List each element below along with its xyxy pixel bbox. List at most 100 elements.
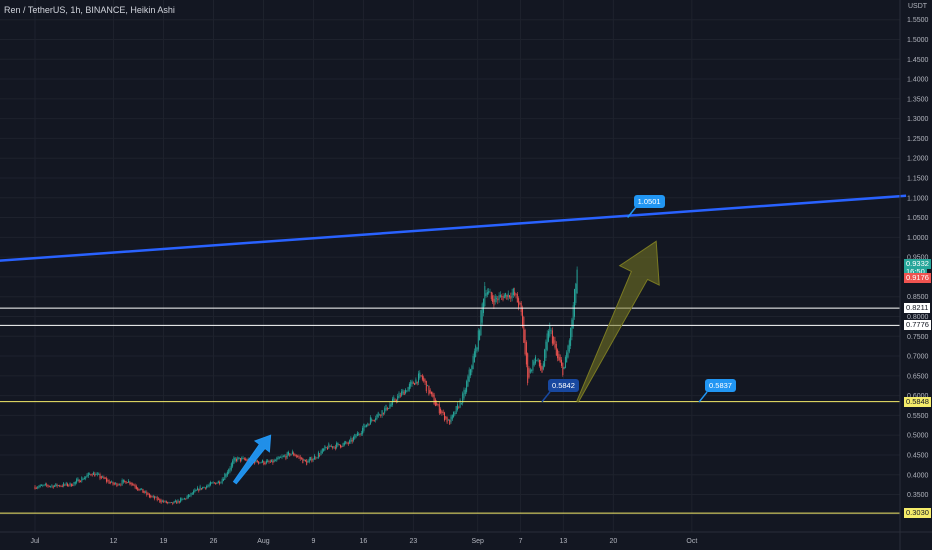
candle-body [507, 293, 509, 298]
candle-body [155, 496, 157, 498]
candle-body [502, 296, 504, 301]
low-support-tag: 0.3030 [904, 508, 931, 519]
candle-body [471, 365, 473, 373]
candle-body [449, 419, 451, 425]
candle-body [171, 502, 172, 503]
candle-body [221, 478, 223, 483]
candle-body [56, 484, 58, 487]
candle-body [216, 482, 218, 484]
candle-body [423, 377, 425, 382]
candle-body [234, 457, 236, 461]
candle-body [503, 295, 505, 299]
candle-body [418, 373, 419, 383]
candle-body [65, 482, 67, 485]
price-tick-label: 0.9500 [907, 255, 929, 262]
candle-body [55, 483, 57, 487]
candle-body [509, 295, 510, 298]
candle-body [86, 474, 88, 478]
candle-body [410, 381, 412, 387]
candle-body [455, 406, 457, 414]
last-price-tag: 0.9332 [904, 258, 931, 269]
candle-body [341, 446, 343, 447]
candle-body [317, 452, 319, 458]
candle-body [499, 294, 501, 298]
candle-body [399, 395, 401, 397]
candle-body [325, 447, 327, 448]
candle-body [408, 383, 410, 390]
candle-body [176, 501, 178, 504]
candle-body [281, 456, 283, 458]
candle-body [541, 366, 543, 373]
candle-body [401, 391, 403, 396]
candle-body [233, 457, 235, 464]
candle-body [263, 461, 265, 465]
candle-body [312, 459, 314, 461]
candle-body [128, 480, 130, 483]
candle-body [527, 353, 529, 383]
candle-body [407, 387, 409, 392]
time-tick-label: 19 [160, 538, 168, 545]
candle-body [327, 447, 328, 450]
price-tick-label: 0.8500 [907, 294, 929, 301]
candle-body [48, 485, 50, 487]
candle-body [372, 419, 374, 421]
candle-body [403, 391, 405, 396]
candle-body [208, 484, 210, 487]
callout-0-5842[interactable]: 0.5842 [547, 378, 579, 392]
candle-body [328, 443, 330, 449]
candle-body [350, 437, 352, 442]
time-axis[interactable]: Jul 12 19 26 Aug 9 16 23 Sep 7 13 20 Oct [0, 531, 932, 545]
candle-body [293, 452, 295, 456]
price-tick-label: 0.6000 [907, 393, 929, 400]
price-tick-label: 0.7000 [907, 354, 929, 361]
candle-body [278, 457, 280, 459]
callout-0-5837[interactable]: 0.5837 [705, 379, 736, 393]
candle-body [87, 472, 89, 477]
candle-body [139, 489, 141, 490]
candle-body [146, 491, 148, 496]
candle-body [518, 298, 520, 308]
candle-body [494, 296, 496, 303]
candle-body [54, 485, 55, 487]
candle-body [256, 460, 258, 463]
candle-body [531, 370, 533, 372]
candle-body [454, 413, 456, 415]
candle-body [512, 288, 514, 296]
candle-body [464, 389, 466, 395]
candle-body [338, 444, 340, 446]
price-tick-label: 1.5000 [907, 37, 929, 44]
candle-body [406, 391, 408, 393]
candle-body [546, 333, 548, 350]
candle-body [219, 482, 221, 484]
candle-body [524, 329, 526, 355]
candle-body [80, 481, 81, 482]
candle-body [520, 302, 522, 312]
candle-body [133, 484, 135, 486]
candle-body [476, 347, 478, 352]
countdown-tag: 16:50 [904, 266, 927, 277]
candle-body [304, 459, 306, 462]
candle-body [60, 485, 62, 487]
candle-body [284, 455, 286, 457]
candle-body [412, 382, 414, 384]
candle-body [330, 446, 332, 447]
candle-body [275, 460, 276, 462]
candle-body [198, 488, 200, 492]
candle-body [160, 500, 162, 503]
price-tick-label: 1.3000 [907, 116, 929, 123]
candle-body [533, 361, 535, 366]
candle-body [37, 487, 39, 489]
candle-body [138, 488, 140, 491]
candle-body [255, 459, 257, 462]
price-tick-label: 1.1500 [907, 175, 929, 182]
candle-body [337, 442, 339, 446]
candle-body [193, 490, 195, 494]
candle-body [434, 399, 436, 406]
candle-body [187, 494, 189, 498]
candle-body [264, 462, 266, 465]
candle-body [72, 485, 74, 487]
candle-body [129, 481, 131, 485]
candle-body [265, 460, 267, 464]
callout-1-0501[interactable]: 1.0501 [633, 194, 665, 208]
